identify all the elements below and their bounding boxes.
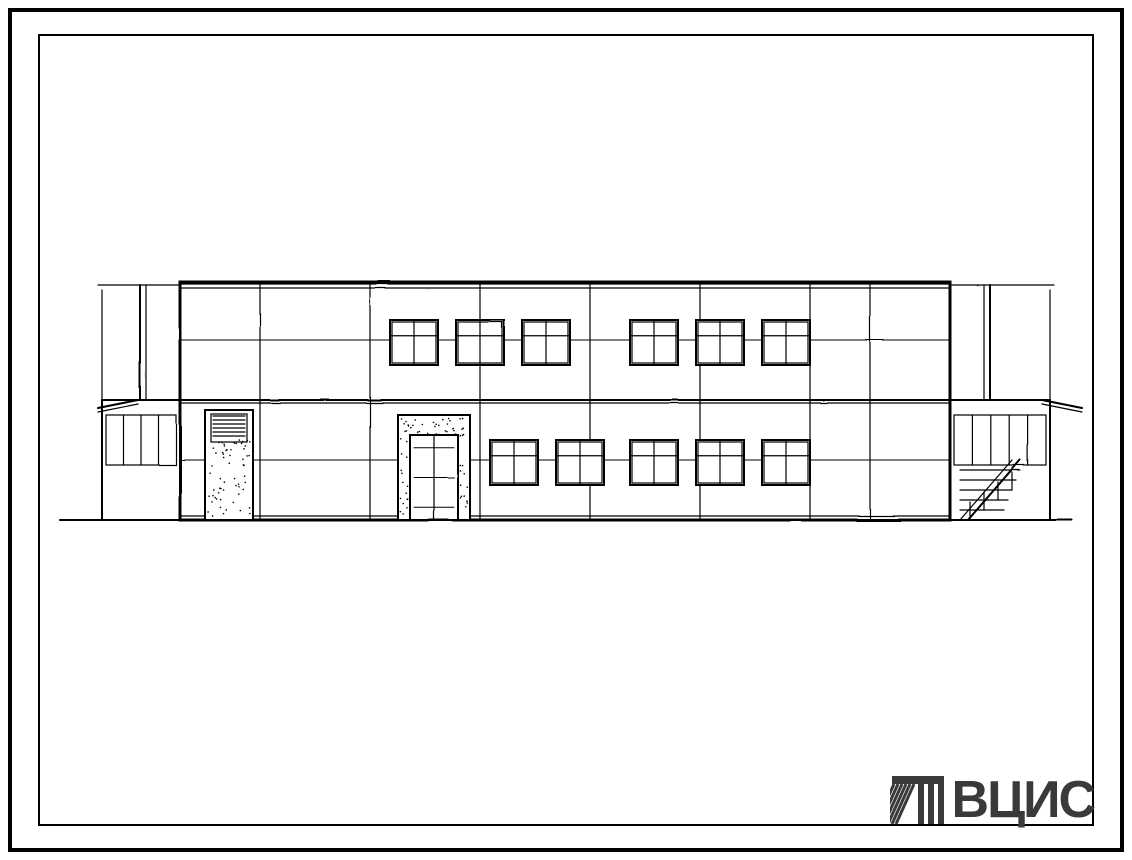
- building-elevation-drawing: [0, 0, 1132, 860]
- vcis-logo: ВЦИС: [890, 770, 1094, 830]
- pillar-icon: [890, 772, 946, 828]
- logo-text: ВЦИС: [952, 770, 1094, 830]
